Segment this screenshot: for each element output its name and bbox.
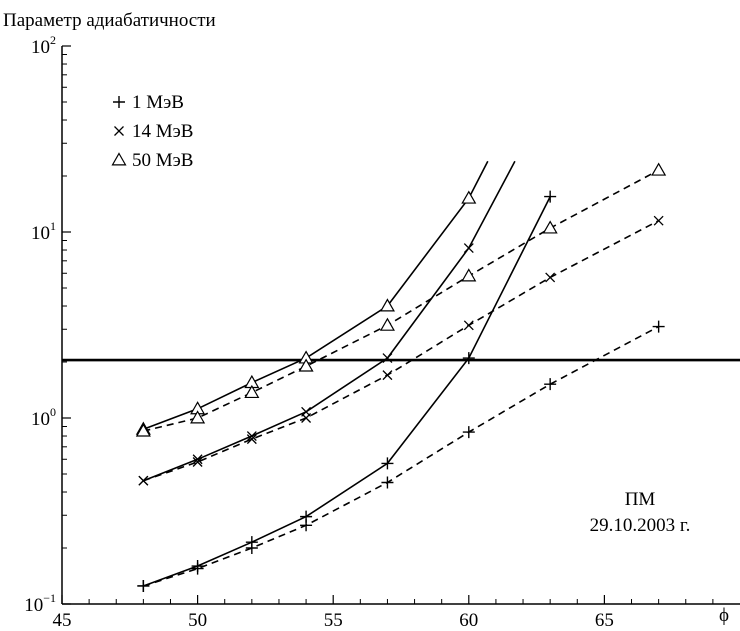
series-line <box>143 170 658 431</box>
y-tick-label: 10−1 <box>24 591 56 616</box>
y-tick-label: 100 <box>31 405 56 430</box>
triangle-marker <box>113 154 126 165</box>
series-line <box>143 221 658 481</box>
plus-marker <box>381 477 393 489</box>
annotation-line-1: ПМ <box>625 489 656 510</box>
plus-marker <box>544 191 556 203</box>
triangle-marker <box>462 270 475 281</box>
y-tick-exponent: 2 <box>50 33 56 47</box>
series-group <box>137 191 556 592</box>
cross-marker <box>302 414 311 423</box>
annotation-line-2: 29.10.2003 г. <box>590 515 691 536</box>
plus-marker <box>544 378 556 390</box>
triangle-marker <box>544 222 557 233</box>
cross-marker <box>383 371 392 380</box>
triangle-marker <box>381 319 394 330</box>
y-tick-base: 10 <box>24 595 43 616</box>
x-tick-label: 50 <box>188 610 207 631</box>
plus-marker <box>300 519 312 531</box>
cross-marker <box>464 321 473 330</box>
y-tick-exponent: 0 <box>50 405 56 419</box>
series-line <box>143 161 515 480</box>
x-tick-label: 65 <box>595 610 614 631</box>
y-axis-label: Параметр адиабатичности <box>3 10 216 31</box>
series-line <box>143 197 550 586</box>
series-group <box>137 164 665 436</box>
x-axis-label: ϕ <box>719 605 729 626</box>
plus-marker <box>653 321 665 333</box>
series-group <box>139 161 515 485</box>
cross-marker <box>115 127 124 136</box>
plus-marker <box>137 580 149 592</box>
triangle-marker <box>462 192 475 203</box>
legend-label: 50 МэВ <box>132 150 193 171</box>
series-group <box>137 161 488 434</box>
x-tick-label: 55 <box>324 610 343 631</box>
triangle-marker <box>652 164 665 175</box>
y-tick-label: 101 <box>31 219 56 244</box>
legend-label: 1 МэВ <box>132 92 184 113</box>
x-tick-label: 60 <box>459 610 478 631</box>
y-tick-label: 102 <box>31 33 56 58</box>
cross-marker <box>546 273 555 282</box>
cross-marker <box>139 476 148 485</box>
x-tick-label: 45 <box>53 610 72 631</box>
plus-marker <box>463 426 475 438</box>
cross-marker <box>464 244 473 253</box>
y-tick-base: 10 <box>31 409 50 430</box>
legend: 1 МэВ 14 МэВ 50 МэВ <box>113 92 194 171</box>
legend-label: 14 МэВ <box>132 121 193 142</box>
y-tick-base: 10 <box>31 37 50 58</box>
cross-marker <box>654 216 663 225</box>
y-tick-base: 10 <box>31 223 50 244</box>
plus-marker <box>113 96 125 108</box>
y-tick-exponent: 1 <box>50 219 56 233</box>
series-line <box>143 327 658 586</box>
y-tick-exponent: −1 <box>43 591 56 605</box>
